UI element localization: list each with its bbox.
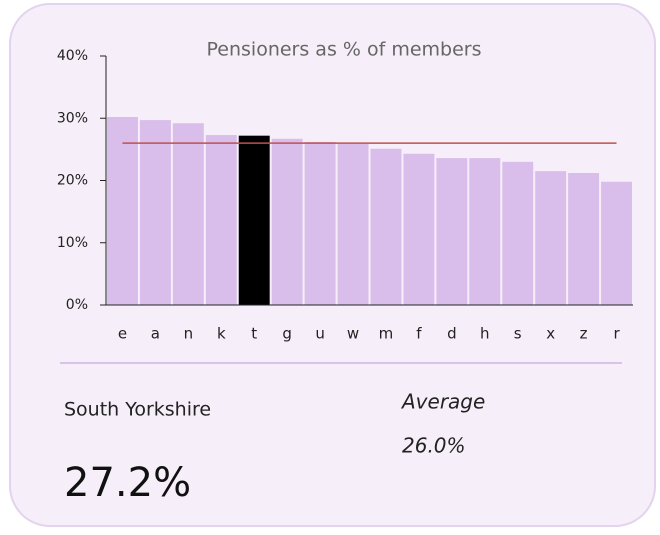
bar — [139, 120, 171, 306]
bar — [172, 123, 204, 305]
y-tick-label: 10% — [57, 235, 88, 251]
chart-title: Pensioners as % of members — [207, 39, 482, 61]
bar — [271, 138, 303, 305]
bar — [535, 171, 567, 305]
x-tick-label: r — [613, 325, 620, 343]
bar — [304, 141, 336, 305]
bar — [568, 173, 600, 305]
x-tick-label: k — [217, 325, 226, 343]
y-tick-label: 20% — [57, 173, 88, 189]
x-tick-label: w — [347, 325, 359, 343]
bar — [436, 158, 468, 305]
x-tick-label: f — [416, 325, 422, 343]
bar — [238, 135, 270, 305]
bar — [469, 158, 501, 305]
x-tick-label: g — [282, 325, 292, 343]
x-tick-label: n — [184, 325, 194, 343]
selected-name: South Yorkshire — [64, 399, 211, 421]
x-tick-label: u — [315, 325, 325, 343]
bar — [403, 153, 435, 305]
x-tick-label: a — [151, 325, 160, 343]
bar — [337, 143, 369, 305]
average-label: Average — [400, 390, 485, 414]
x-tick-label: h — [480, 325, 490, 343]
x-tick-label: e — [118, 325, 127, 343]
x-tick-label: s — [514, 325, 522, 343]
x-tick-label: x — [546, 325, 555, 343]
average-value: 26.0% — [402, 434, 466, 458]
y-tick-label: 30% — [57, 110, 88, 126]
bar — [107, 117, 138, 305]
y-tick-label: 0% — [66, 297, 88, 313]
bar — [205, 135, 237, 305]
x-tick-label: m — [379, 325, 394, 343]
selected-value: 27.2% — [64, 460, 191, 506]
y-tick-label: 40% — [57, 48, 88, 64]
bar — [502, 161, 534, 305]
bar — [370, 148, 402, 305]
plot: e a n k t g u w m f d h s x z r 0% 10% 20% 30% 40% — [57, 48, 633, 343]
bar — [601, 181, 632, 305]
x-tick-label: z — [580, 325, 588, 343]
x-tick-label: d — [447, 325, 457, 343]
x-tick-label: t — [251, 325, 257, 343]
